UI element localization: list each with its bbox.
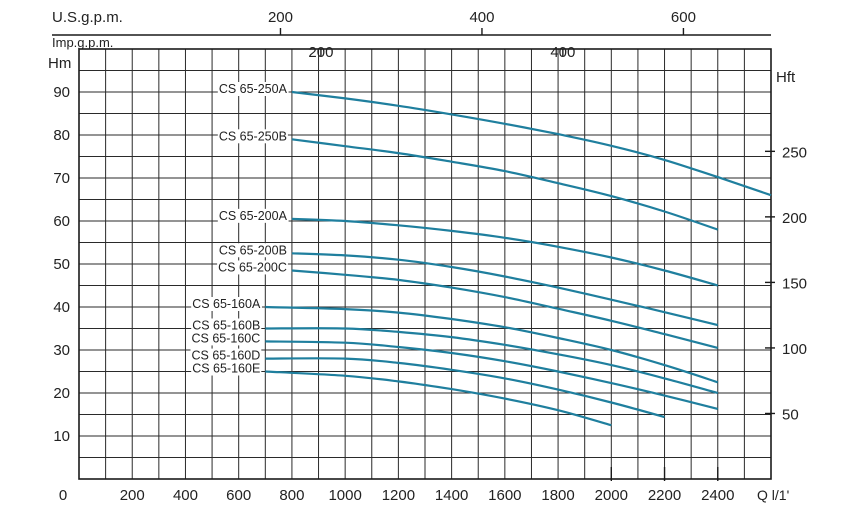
y-tick-label: 10	[53, 428, 70, 445]
series-line	[265, 305, 719, 384]
x-tick-label: 400	[173, 487, 198, 504]
series-label-background	[190, 331, 262, 346]
series-label-background	[190, 348, 262, 363]
top-us-tick-label: 200	[268, 9, 293, 26]
y-tick-label: 40	[53, 299, 70, 316]
series-label: CS 65-160B	[192, 319, 260, 333]
y-tick-label: 90	[53, 84, 70, 101]
y-axis-label-right: Hft	[776, 69, 796, 86]
series-label: CS 65-200A	[219, 209, 288, 223]
top-imp-tick-label: 200	[308, 44, 333, 61]
series-line	[291, 252, 719, 327]
series-label-background	[191, 361, 262, 376]
series-label-background	[191, 297, 262, 311]
series-line	[291, 269, 719, 349]
x-tick-label: 1000	[328, 487, 361, 504]
series-label: CS 65-250A	[219, 82, 288, 96]
series-label: CS 65-200C	[218, 260, 287, 274]
series-label: CS 65-250B	[219, 129, 287, 143]
x-tick-label: 2400	[701, 487, 734, 504]
series-line	[291, 90, 772, 197]
series-label: CS 65-160A	[192, 297, 261, 311]
y-right-tick-label: 100	[782, 341, 807, 358]
series-line	[291, 138, 719, 231]
x-tick-label: 2000	[595, 487, 628, 504]
y-right-tick-label: 250	[782, 144, 807, 161]
y-right-tick-label: 200	[782, 210, 807, 227]
top-axis-us-label: U.S.g.p.m.	[52, 9, 123, 26]
series-line	[291, 217, 719, 287]
x-tick-label: 2200	[648, 487, 681, 504]
grid: 0 200 400 600 800 1000 1200 1400 1600 1800 2000 220…	[53, 48, 807, 504]
series-label-background	[217, 82, 289, 96]
series-label-background	[217, 129, 288, 144]
series-label-background	[217, 243, 288, 258]
series-label-background	[217, 260, 288, 275]
y-tick-label: 70	[53, 170, 70, 187]
x-tick-label: 1400	[435, 487, 468, 504]
top-us-tick-label: 600	[671, 9, 696, 26]
series-label-background	[191, 318, 262, 333]
series-label: CS 65-160E	[192, 362, 260, 376]
series-group: CS 65-250A CS 65-250B CS 65-200A CS 65-200B…	[190, 82, 772, 427]
series-label-background	[217, 208, 289, 223]
y-right-tick-label: 50	[782, 406, 799, 423]
y-tick-label: 20	[53, 385, 70, 402]
plot-frame	[78, 48, 772, 480]
y-tick-label: 30	[53, 342, 70, 359]
series-label: CS 65-200B	[219, 243, 287, 257]
series-line	[265, 327, 719, 395]
series-line	[265, 340, 719, 410]
top-axes: 200 400 600 200 400	[52, 9, 771, 61]
x-tick-label: 200	[120, 487, 145, 504]
x-axis-label: Q l/1'	[757, 487, 789, 503]
y-right-tick-label: 150	[782, 275, 807, 292]
x-tick-label: 1200	[382, 487, 415, 504]
series-label: CS 65-160C	[192, 331, 261, 345]
y-tick-label: 60	[53, 213, 70, 230]
y-axis-label-left: Hm	[48, 55, 71, 72]
series-line	[265, 370, 612, 427]
series-label: CS 65-160D	[192, 349, 261, 363]
top-us-tick-label: 400	[469, 9, 494, 26]
y-tick-label: 50	[53, 256, 70, 273]
axis-labels: U.S.g.p.m. Imp.g.p.m. Hm Hft Q l/1'	[48, 9, 796, 503]
series-line	[265, 357, 665, 419]
top-axis-imp-label: Imp.g.p.m.	[52, 35, 113, 50]
x-tick-label: 800	[279, 487, 304, 504]
x-tick-label: 0	[59, 487, 67, 504]
y-tick-label: 80	[53, 127, 70, 144]
x-tick-label: 600	[226, 487, 251, 504]
x-tick-label: 1800	[541, 487, 574, 504]
top-imp-tick-label: 400	[550, 44, 575, 61]
x-tick-label: 1600	[488, 487, 521, 504]
